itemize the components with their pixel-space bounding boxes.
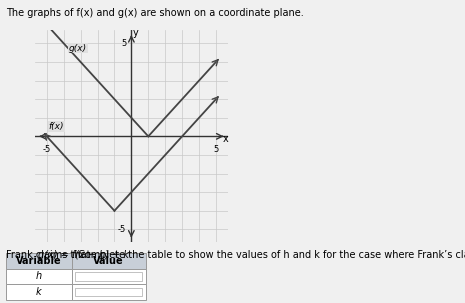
Text: Value: Value	[93, 256, 124, 266]
Text: g(x) = f(x − h) + k: g(x) = f(x − h) + k	[38, 250, 129, 260]
Text: 5: 5	[213, 145, 219, 154]
FancyBboxPatch shape	[75, 288, 142, 296]
Text: Variable: Variable	[16, 256, 62, 266]
Text: x: x	[222, 134, 228, 144]
FancyBboxPatch shape	[72, 269, 146, 284]
FancyBboxPatch shape	[72, 253, 146, 269]
Text: -5: -5	[43, 145, 51, 154]
Text: f(x): f(x)	[48, 122, 64, 131]
Text: y: y	[133, 28, 139, 38]
FancyBboxPatch shape	[75, 272, 142, 281]
Text: -5: -5	[118, 225, 126, 234]
FancyBboxPatch shape	[6, 269, 72, 284]
Text: The graphs of f(x) and g(x) are shown on a coordinate plane.: The graphs of f(x) and g(x) are shown on…	[6, 8, 304, 18]
Text: . Complete the table to show the values of h and k for the case where Frank’s cl: . Complete the table to show the values …	[72, 250, 465, 260]
FancyBboxPatch shape	[72, 284, 146, 300]
Text: Frank claims that: Frank claims that	[6, 250, 93, 260]
Text: k: k	[36, 287, 42, 297]
Text: g(x): g(x)	[69, 44, 87, 53]
FancyBboxPatch shape	[6, 253, 72, 269]
FancyBboxPatch shape	[6, 284, 72, 300]
Text: h: h	[36, 271, 42, 281]
Text: 5: 5	[121, 39, 126, 48]
